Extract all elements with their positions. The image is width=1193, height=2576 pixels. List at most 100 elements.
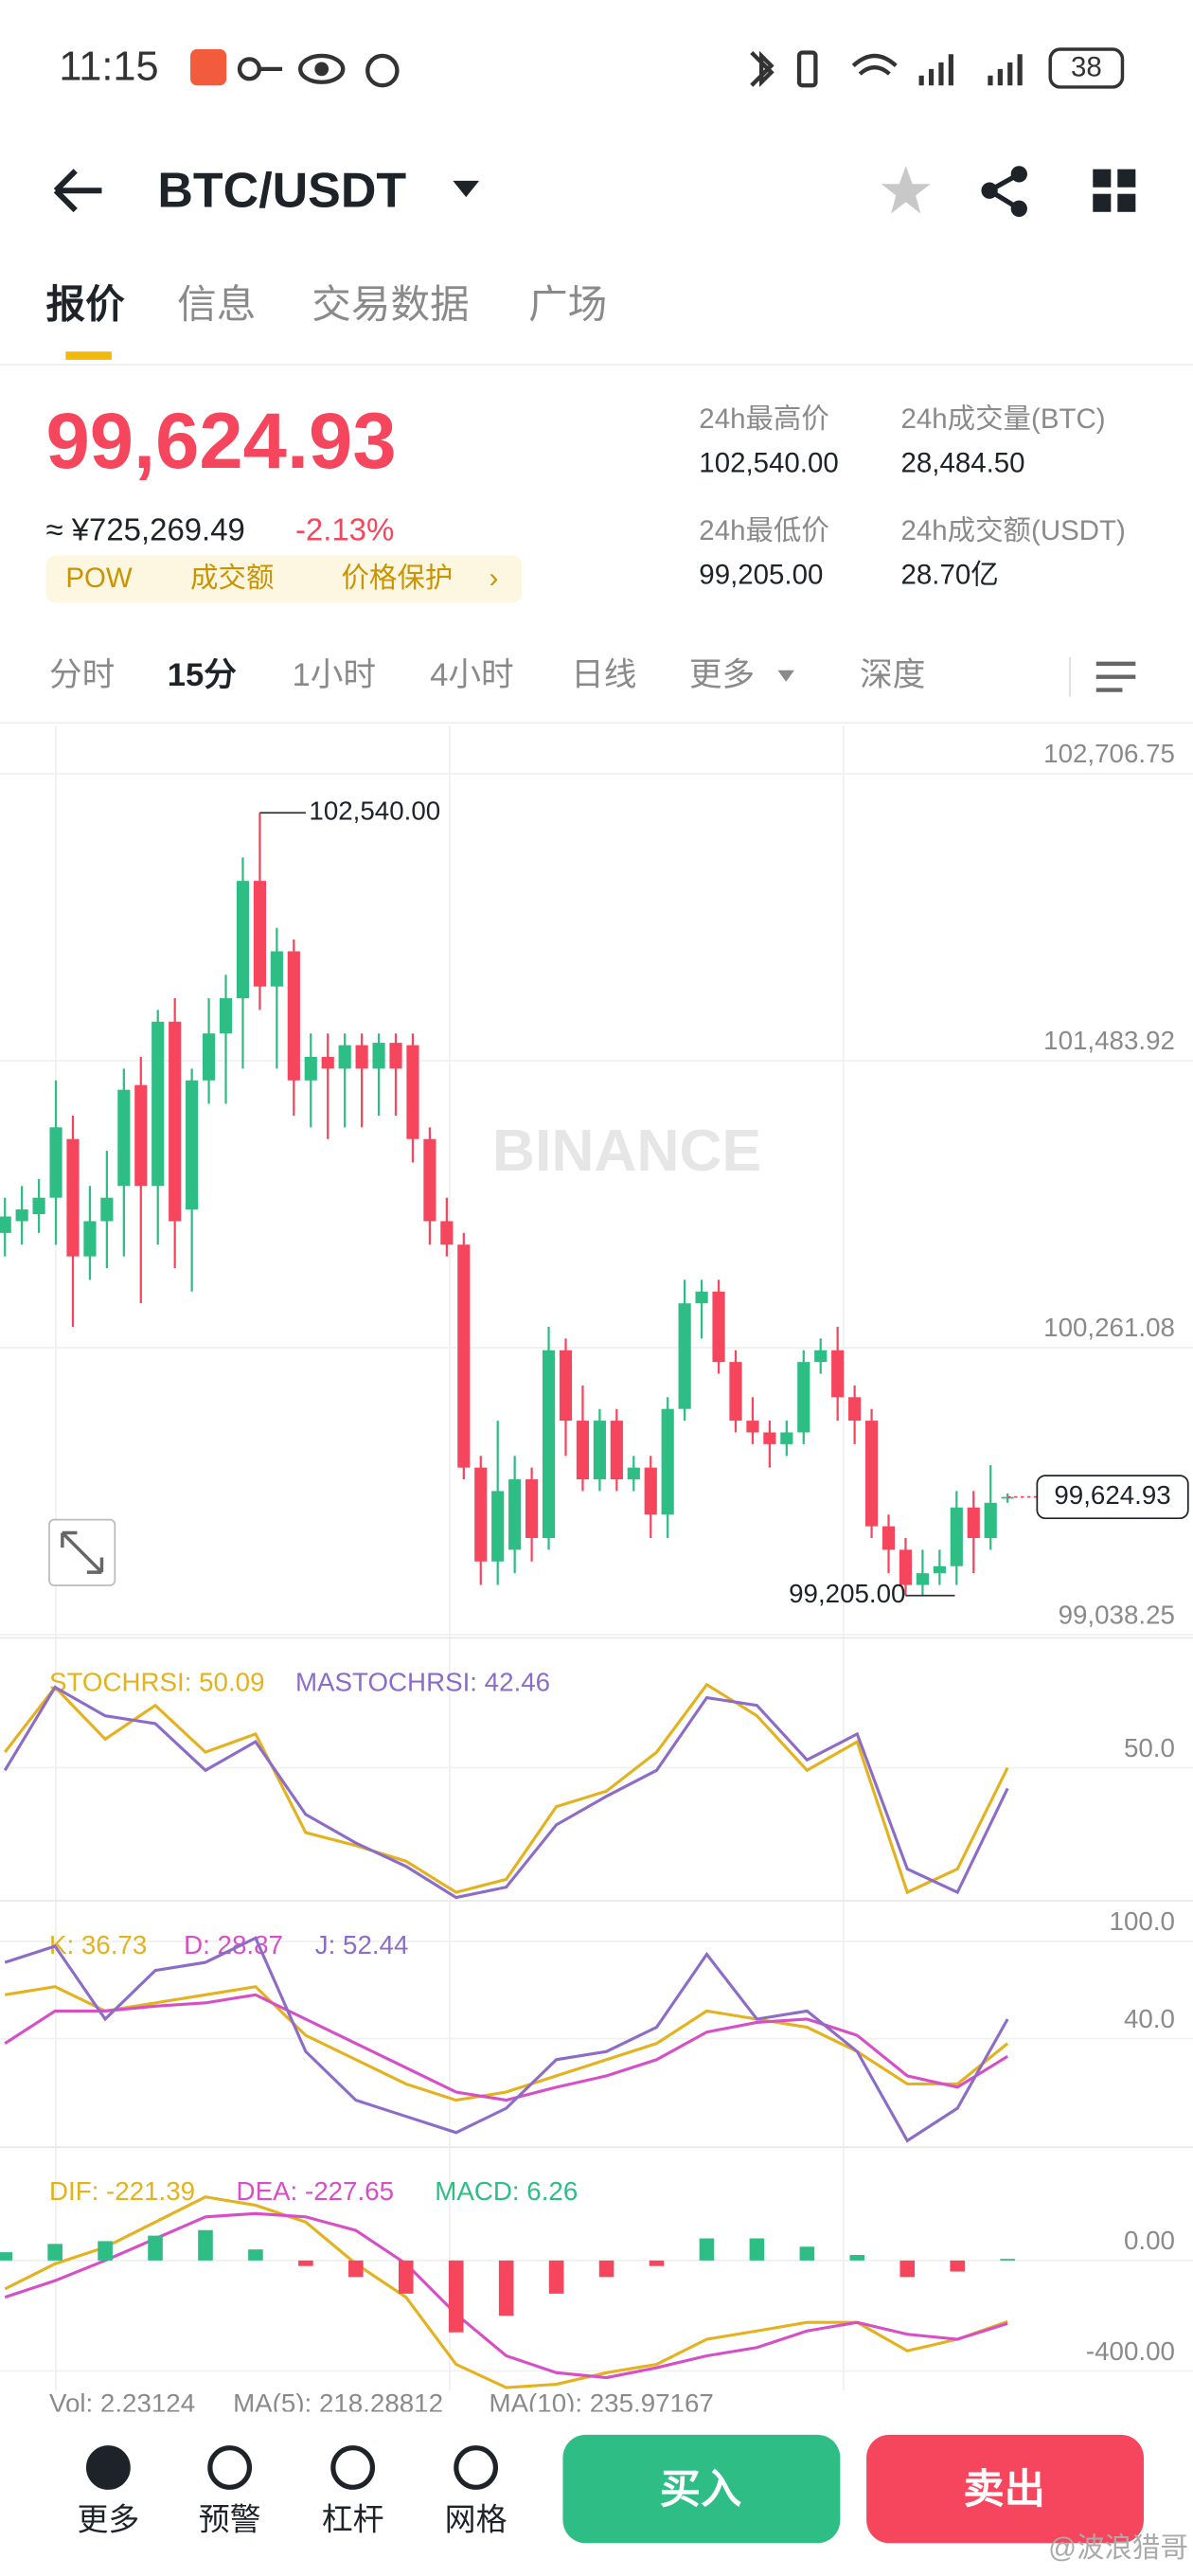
histogram-bar [148, 2235, 163, 2261]
candle-body [304, 1056, 317, 1081]
candle-body [525, 1479, 539, 1538]
battery [1048, 47, 1125, 89]
y-tick-label: 102,706.75 [1043, 739, 1175, 768]
last-price-label: 99,624.93 [1054, 1480, 1170, 1510]
buy-button[interactable] [562, 2434, 841, 2544]
interval[interactable]: 深度 [860, 657, 925, 693]
histogram-bar [47, 2244, 62, 2261]
y-tick-label: 100.0 [1110, 1906, 1175, 1936]
tab[interactable]: 信息 [177, 281, 256, 326]
histogram-bar [98, 2241, 113, 2261]
nav-label[interactable]: 更多 [77, 2501, 139, 2536]
candle-body [508, 1479, 522, 1550]
y-tick-label: 50.0 [1124, 1733, 1175, 1762]
legend-entry: DIF: -221.39 [49, 2176, 195, 2206]
candle-body [899, 1549, 913, 1585]
candle-body [117, 1089, 131, 1187]
pair-dropdown[interactable] [453, 180, 480, 198]
y-tick-label: 101,483.92 [1043, 1026, 1175, 1055]
menu-grid[interactable] [1093, 169, 1136, 212]
nav-icon[interactable] [454, 2445, 499, 2490]
share[interactable] [981, 166, 1027, 217]
candle-body [763, 1432, 776, 1444]
tab[interactable]: 报价 [46, 281, 126, 326]
tag[interactable]: 价格保护 [341, 563, 453, 594]
nav-label[interactable]: 杠杆 [322, 2501, 384, 2536]
tab[interactable]: 广场 [528, 281, 607, 326]
nav-label[interactable]: 预警 [199, 2501, 261, 2536]
nav-label[interactable]: 网格 [445, 2501, 507, 2536]
stat-label: 24h成交量(BTC) [900, 403, 1105, 435]
y-tick-label: 0.00 [1124, 2226, 1175, 2255]
sell-button[interactable] [866, 2434, 1145, 2544]
histogram-bar [448, 2260, 464, 2333]
chart-settings[interactable] [1095, 661, 1136, 692]
legend-entry: MACD: 6.26 [435, 2176, 578, 2206]
more-dropdown[interactable] [777, 670, 794, 682]
interval[interactable]: 4小时 [430, 657, 514, 693]
histogram-bar [598, 2260, 614, 2278]
tag[interactable]: 成交额 [190, 563, 274, 594]
app-icon [190, 49, 227, 86]
candle-body [542, 1350, 556, 1538]
back-button[interactable] [53, 169, 102, 213]
candle-body [491, 1491, 505, 1562]
candle-body [219, 998, 233, 1034]
indicator-line [4, 2195, 1008, 2389]
candle-body [423, 1138, 436, 1222]
tag-arrow[interactable]: › [489, 563, 498, 594]
candle-body [287, 951, 300, 1081]
candle-body [321, 1056, 334, 1069]
stat-label: 24h最低价 [699, 515, 829, 546]
cny-price: ≈ ¥725,269.49 [46, 512, 245, 547]
price-change: -2.13% [295, 512, 394, 547]
interval[interactable]: 分时 [49, 657, 115, 693]
tag-bar[interactable] [45, 555, 523, 603]
candle-body [831, 1350, 845, 1398]
indicator-line [4, 2211, 1008, 2380]
interval[interactable]: 日线 [571, 657, 636, 693]
candle-body [151, 1021, 165, 1187]
candle-body [881, 1526, 896, 1550]
histogram-bar [348, 2260, 364, 2278]
stat-value: 102,540.00 [699, 448, 838, 479]
candle-body [864, 1421, 879, 1527]
tag[interactable]: POW [65, 563, 133, 594]
candle-body [169, 1021, 182, 1222]
signal [918, 54, 1023, 86]
histogram-bar [950, 2260, 966, 2272]
interval[interactable]: 更多 [689, 657, 755, 693]
stat-value: 99,205.00 [699, 560, 823, 591]
histogram-bar [699, 2238, 715, 2261]
candle-body [186, 1080, 199, 1210]
nav-icon[interactable] [207, 2445, 253, 2490]
chart-watermark: BINANCE [492, 1118, 761, 1184]
candle-body [967, 1507, 980, 1538]
histogram-bar [749, 2238, 765, 2261]
histogram-bar [398, 2260, 414, 2294]
tab[interactable]: 交易数据 [312, 281, 469, 326]
candle-body [576, 1421, 590, 1480]
stat-value: 28,484.50 [900, 448, 1024, 479]
candle-body [134, 1084, 148, 1187]
nav-icon[interactable] [330, 2445, 376, 2490]
candle-body [610, 1421, 623, 1480]
candle-body [372, 1043, 385, 1069]
watermark: @波浪猎哥 [1048, 2532, 1188, 2564]
interval[interactable]: 15分 [168, 657, 238, 693]
expand-icon [61, 1530, 104, 1574]
candle-body [933, 1565, 946, 1574]
favorite[interactable] [881, 166, 931, 214]
candle-body [950, 1507, 963, 1566]
histogram-bar [548, 2260, 564, 2294]
interval[interactable]: 1小时 [293, 657, 377, 693]
histogram-bar [248, 2249, 263, 2261]
candle-body [440, 1221, 454, 1245]
pair-title[interactable]: BTC/USDT [157, 163, 406, 218]
candle-body [729, 1362, 742, 1422]
legend-entry: D: 28.87 [184, 1930, 283, 1959]
nav-icon[interactable] [85, 2445, 131, 2490]
histogram-bar [1000, 2259, 1015, 2261]
candle-body [406, 1045, 419, 1139]
sell-label: 卖出 [963, 2467, 1045, 2513]
